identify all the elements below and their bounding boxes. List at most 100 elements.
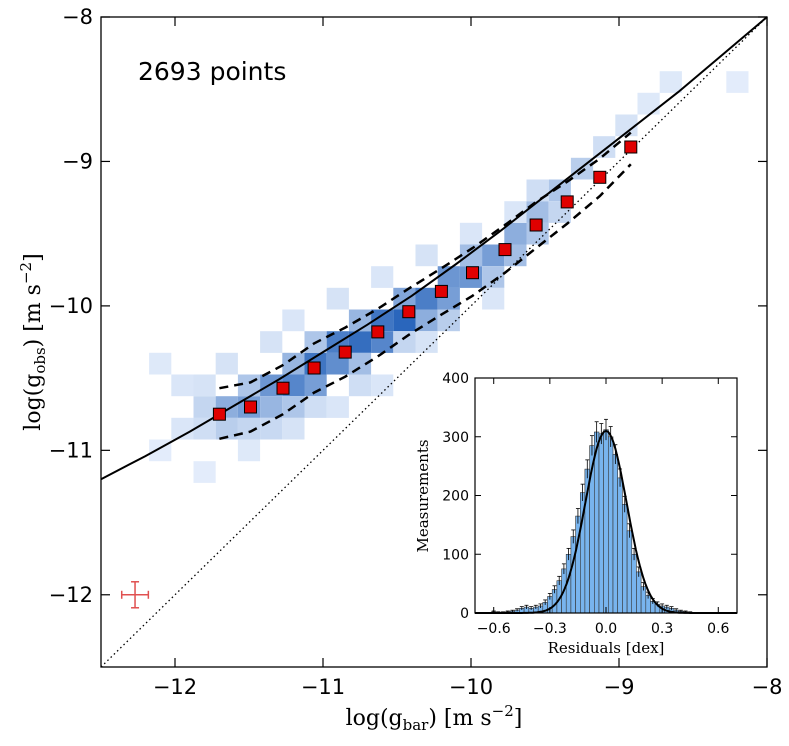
density-cell: [282, 352, 305, 375]
inset-x-ticks: −0.6 −0.3 0.0 0.3 0.6: [477, 378, 730, 637]
inset-histogram: −0.6 −0.3 0.0 0.3 0.6 0 100 200 300 400 Residual…: [414, 371, 738, 657]
density-cell: [260, 331, 283, 353]
x-tick-label: −10: [449, 675, 493, 699]
inset-x-tick-label: 0.0: [595, 621, 617, 637]
histogram-bar: [612, 454, 618, 614]
density-cell: [193, 374, 216, 397]
inset-y-tick-label: 0: [460, 606, 469, 622]
inset-y-tick-label: 400: [442, 371, 469, 387]
density-cell: [193, 461, 216, 483]
density-cell: [326, 287, 349, 310]
binned-mean-marker: [624, 140, 638, 154]
density-cell: [304, 374, 327, 397]
binned-mean-marker: [212, 407, 226, 421]
inset-y-title: Measurements: [414, 439, 432, 552]
binned-mean-marker: [560, 195, 574, 209]
points-annotation: 2693 points: [138, 57, 286, 86]
main-plot: −12 −11 −10 −9 −8 −12−11−10−9−8 2693 points …: [17, 5, 782, 734]
x-axis-title: log(gbar) [m s−2]: [346, 702, 523, 734]
binned-mean-marker: [498, 243, 512, 257]
density-cell: [726, 71, 749, 93]
density-cell: [637, 92, 660, 115]
histogram-bar: [636, 571, 642, 614]
fit-line: [100, 16, 768, 481]
x-axis-ticks: −12 −11 −10 −9 −8: [153, 17, 783, 699]
binned-mean-marker: [529, 218, 543, 232]
density-cell: [415, 287, 438, 310]
density-cell: [282, 417, 305, 440]
binned-mean-marker: [434, 284, 448, 298]
binned-means: [212, 140, 638, 421]
density-cell: [415, 244, 438, 267]
histogram-bar: [631, 553, 637, 614]
density-cell: [193, 396, 216, 418]
histogram-bar: [570, 536, 576, 614]
density-cell: [437, 266, 460, 288]
density-cell: [504, 222, 527, 245]
binned-mean-marker: [371, 325, 385, 339]
density-cell: [171, 374, 194, 397]
density-cell: [215, 352, 238, 375]
inset-x-tick-label: −0.6: [477, 621, 511, 637]
density-cell: [526, 179, 549, 202]
x-tick-label: −12: [153, 675, 197, 699]
inset-x-tick-label: 0.3: [651, 621, 673, 637]
histogram-bar: [598, 433, 604, 614]
histogram-bar: [640, 586, 647, 614]
density-cell: [482, 287, 505, 310]
density-cell: [348, 352, 372, 375]
density-cell: [615, 114, 638, 137]
density-cell: [348, 331, 372, 353]
density-cell: [437, 309, 460, 332]
binned-mean-marker: [466, 266, 479, 280]
density-cell: [260, 396, 283, 418]
density-cell: [304, 396, 327, 418]
y-tick-label: −9: [62, 149, 93, 173]
density-cell: [171, 417, 194, 440]
inset-x-tick-label: 0.6: [707, 621, 729, 637]
density-cell: [326, 396, 349, 418]
y-tick-label: −8: [62, 5, 93, 29]
binned-mean-marker: [307, 361, 321, 375]
binned-mean-marker: [338, 345, 352, 359]
inset-x-tick-label: −0.3: [533, 621, 567, 637]
density-cell: [237, 417, 261, 440]
density-cell: [193, 417, 216, 440]
inset-y-tick-label: 100: [442, 547, 469, 563]
binned-mean-marker: [244, 400, 257, 414]
histogram-bar: [607, 436, 614, 614]
y-tick-label: −10: [49, 294, 93, 318]
binned-mean-marker: [276, 381, 290, 395]
density-cell: [237, 439, 261, 462]
inset-y-tick-label: 200: [442, 489, 469, 505]
density-cell: [371, 374, 394, 397]
histogram-bar: [617, 477, 623, 614]
density-cell: [371, 266, 394, 288]
density-cell: [593, 136, 616, 158]
density-cell: [504, 201, 527, 223]
error-bar: [120, 581, 150, 609]
density-cell: [482, 266, 505, 288]
binned-mean-marker: [402, 305, 416, 319]
inset-y-ticks: 0 100 200 300 400: [442, 371, 737, 622]
histogram-bar: [603, 429, 609, 614]
x-tick-label: −9: [604, 675, 635, 699]
lower-scatter-band: [219, 163, 632, 441]
density-cell: [415, 331, 438, 353]
x-tick-label: −8: [752, 675, 783, 699]
inset-x-title: Residuals [dex]: [548, 639, 665, 657]
density-cell: [348, 374, 372, 397]
main-plot-frame: [100, 16, 768, 668]
y-tick-label: −12: [49, 583, 93, 607]
x-tick-label: −11: [301, 675, 345, 699]
y-tick-label: −11: [49, 438, 93, 462]
histogram-bar: [622, 503, 628, 614]
y-axis-ticks: −12 −11 −10 −9 −8: [49, 5, 767, 607]
density-cell: [459, 222, 483, 245]
density-cell: [260, 417, 283, 440]
density-cell: [215, 417, 238, 440]
density-cell: [393, 331, 416, 353]
density-cell: [659, 71, 682, 93]
density-cell: [282, 309, 305, 332]
